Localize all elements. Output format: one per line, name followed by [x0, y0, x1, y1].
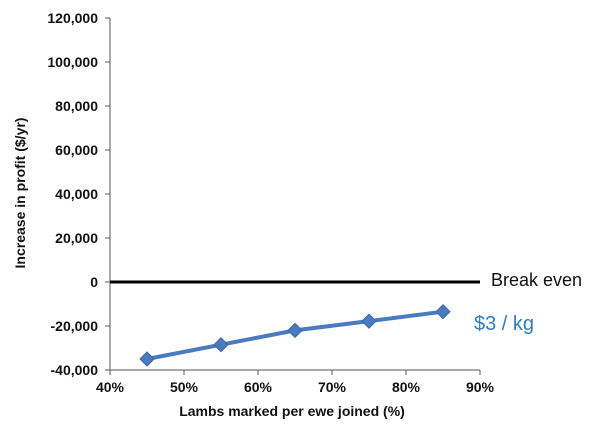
data-point [287, 322, 303, 339]
x-axis-title: Lambs marked per ewe joined (%) [179, 403, 405, 419]
y-tick-label: 100,000 [47, 54, 98, 70]
y-tick-label: 40,000 [55, 186, 98, 202]
series-label: $3 / kg [474, 313, 534, 335]
x-tick-label: 40% [96, 379, 125, 395]
x-tick-label: 50% [170, 379, 199, 395]
y-tick-label: -20,000 [51, 318, 99, 334]
series-line [139, 303, 451, 367]
x-axis: 40% 50% 60% 70% 80% 90% [96, 369, 495, 395]
x-tick-label: 60% [244, 379, 273, 395]
x-tick-label: 70% [318, 379, 347, 395]
data-point [435, 303, 451, 320]
y-tick-label: 0 [90, 274, 98, 290]
y-tick-label: -40,000 [51, 362, 99, 378]
data-point [139, 351, 155, 367]
y-tick-label: 120,000 [47, 10, 98, 26]
x-tick-label: 80% [392, 379, 421, 395]
x-tick-label: 90% [466, 379, 495, 395]
break-even-label: Break even [491, 270, 582, 290]
y-tick-label: 80,000 [55, 98, 98, 114]
data-point [361, 313, 377, 329]
y-tick-label: 20,000 [55, 230, 98, 246]
data-point [213, 336, 229, 353]
y-axis-title: Increase in profit ($/yr) [12, 118, 28, 269]
y-tick-label: 60,000 [55, 142, 98, 158]
y-axis: 120,000 100,000 80,000 60,000 40,000 20,000 0 -… [47, 10, 111, 378]
